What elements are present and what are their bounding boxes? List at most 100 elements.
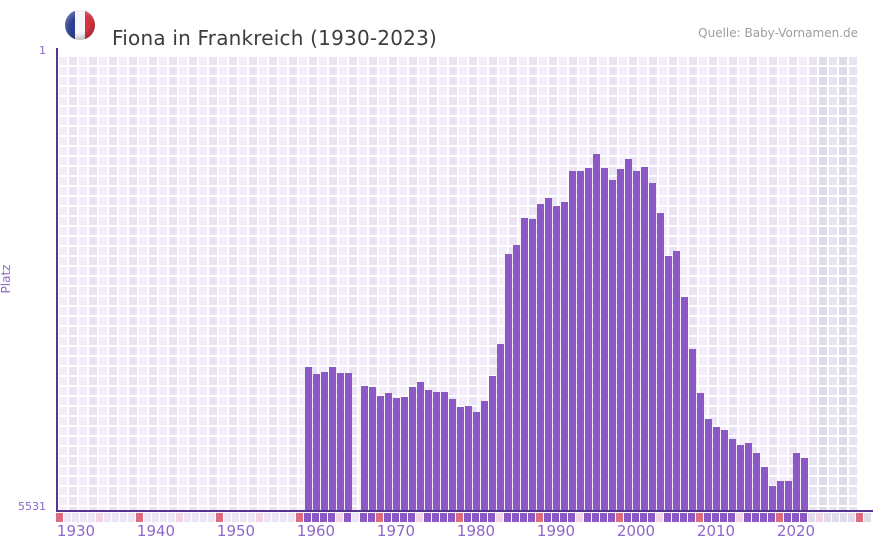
timeline-cell-1975 <box>432 513 439 522</box>
timeline-cell-1930 <box>72 513 79 522</box>
timeline-cell-2004 <box>664 513 671 522</box>
timeline-cell-1997 <box>608 513 615 522</box>
timeline-cell-1941 <box>160 513 167 522</box>
no-data-future-region <box>807 55 857 510</box>
timeline-cell-2007 <box>688 513 695 522</box>
timeline-cell-2019 <box>784 513 791 522</box>
timeline-cell-1974 <box>424 513 431 522</box>
timeline-cell-2022 <box>808 513 815 522</box>
bar-2005 <box>673 251 680 510</box>
timeline-cell-1972 <box>408 513 415 522</box>
chart-title: Fiona in Frankreich (1930-2023) <box>112 26 437 51</box>
x-tick-2010: 2010 <box>696 522 736 540</box>
timeline-cell-2006 <box>680 513 687 522</box>
timeline-cell-1999 <box>624 513 631 522</box>
timeline-cell-1939 <box>144 513 151 522</box>
bar-1979 <box>465 406 472 510</box>
timeline-cell-1965 <box>352 513 359 522</box>
timeline-cell-2003 <box>656 513 663 522</box>
bar-1960 <box>313 374 320 510</box>
x-axis-ticks: 1930 1940 1950 1960 1970 1980 1990 2000 2010 2020 <box>0 522 873 544</box>
timeline-cell-2015 <box>752 513 759 522</box>
bar-1994 <box>585 168 592 510</box>
timeline-cell-1943 <box>176 513 183 522</box>
bar-2008 <box>697 393 704 510</box>
bar-1985 <box>513 245 520 510</box>
x-tick-1950: 1950 <box>216 522 256 540</box>
timeline-cell-1984 <box>504 513 511 522</box>
timeline-cell-2028 <box>856 513 863 522</box>
timeline-cell-1996 <box>600 513 607 522</box>
timeline-cell-1978 <box>456 513 463 522</box>
bar-1964 <box>345 373 352 510</box>
bar-1991 <box>561 202 568 510</box>
timeline-cell-2023 <box>816 513 823 522</box>
timeline-cell-1994 <box>584 513 591 522</box>
timeline-cell-1940 <box>152 513 159 522</box>
bar-2011 <box>721 430 728 510</box>
bar-1990 <box>553 206 560 510</box>
y-axis-tick-bottom: 5531 <box>18 500 46 513</box>
timeline-cell-2009 <box>704 513 711 522</box>
timeline-cell-1950 <box>232 513 239 522</box>
timeline-cell-1989 <box>544 513 551 522</box>
bar-1967 <box>369 387 376 510</box>
bar-1996 <box>601 168 608 510</box>
timeline-cell-1987 <box>528 513 535 522</box>
timeline-cell-1969 <box>384 513 391 522</box>
bar-1988 <box>537 204 544 510</box>
bar-2014 <box>745 443 752 510</box>
x-tick-1980: 1980 <box>456 522 496 540</box>
bar-2015 <box>753 453 760 510</box>
timeline-cell-1968 <box>376 513 383 522</box>
timeline-cell-2016 <box>760 513 767 522</box>
timeline-cell-2020 <box>792 513 799 522</box>
timeline-cell-2011 <box>720 513 727 522</box>
bar-2021 <box>801 458 808 510</box>
timeline-cell-1948 <box>216 513 223 522</box>
timeline-cell-1971 <box>400 513 407 522</box>
timeline-cell-1955 <box>272 513 279 522</box>
bar-2007 <box>689 349 696 510</box>
x-axis-line <box>56 510 873 512</box>
timeline-cell-1937 <box>128 513 135 522</box>
bar-2018 <box>777 481 784 510</box>
bar-1989 <box>545 198 552 510</box>
timeline-cell-1951 <box>240 513 247 522</box>
timeline-cell-1929 <box>64 513 71 522</box>
bar-1995 <box>593 154 600 510</box>
french-flag-icon <box>65 10 95 40</box>
timeline-cell-2018 <box>776 513 783 522</box>
timeline-cell-1976 <box>440 513 447 522</box>
bar-2016 <box>761 467 768 510</box>
bar-1976 <box>441 392 448 510</box>
timeline-cell-1928 <box>56 513 63 522</box>
timeline-cell-1964 <box>344 513 351 522</box>
timeline-cell-1967 <box>368 513 375 522</box>
bar-1974 <box>425 390 432 510</box>
bar-2000 <box>633 171 640 510</box>
timeline-cell-1990 <box>552 513 559 522</box>
timeline-cell-1945 <box>192 513 199 522</box>
x-tick-1930: 1930 <box>56 522 96 540</box>
timeline-cell-1947 <box>208 513 215 522</box>
timeline-cell-2010 <box>712 513 719 522</box>
timeline-cell-1944 <box>184 513 191 522</box>
plot-area <box>57 55 857 510</box>
bar-1975 <box>433 392 440 510</box>
bar-1981 <box>481 401 488 510</box>
timeline-cell-1960 <box>312 513 319 522</box>
timeline-cell-1954 <box>264 513 271 522</box>
x-tick-1960: 1960 <box>296 522 336 540</box>
timeline-cell-2021 <box>800 513 807 522</box>
timeline-cell-1988 <box>536 513 543 522</box>
year-timeline-strip <box>56 513 872 522</box>
timeline-cell-2008 <box>696 513 703 522</box>
bar-1968 <box>377 396 384 510</box>
timeline-cell-1980 <box>472 513 479 522</box>
bar-2019 <box>785 481 792 510</box>
timeline-cell-2029 <box>864 513 871 522</box>
timeline-cell-1991 <box>560 513 567 522</box>
bar-1987 <box>529 219 536 510</box>
bar-2010 <box>713 427 720 510</box>
